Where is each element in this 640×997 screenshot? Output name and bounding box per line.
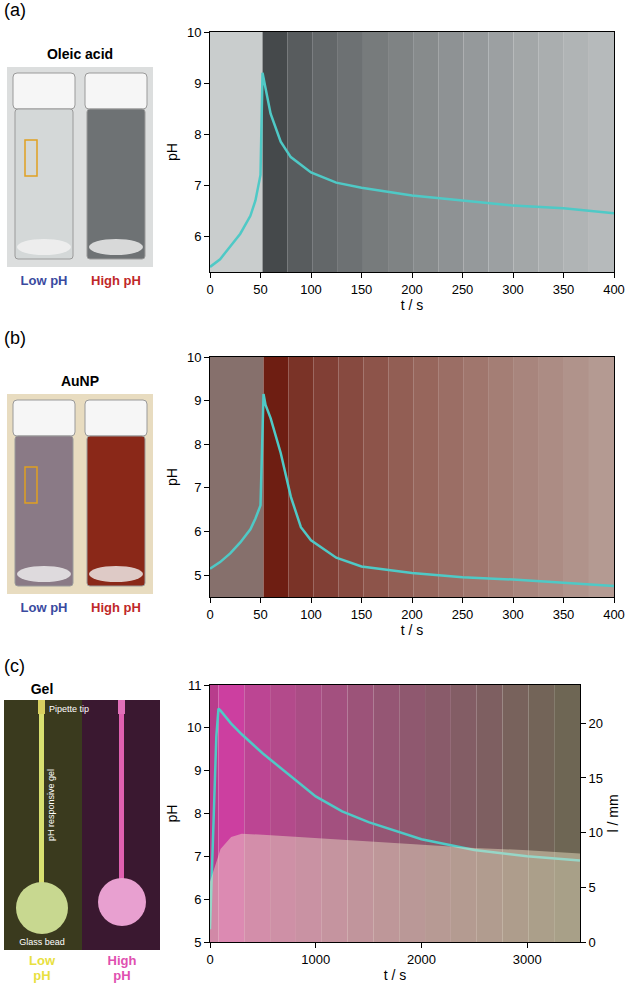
svg-text:t / s: t / s bbox=[401, 297, 424, 313]
svg-text:t / s: t / s bbox=[384, 967, 407, 983]
svg-text:5: 5 bbox=[589, 880, 596, 895]
svg-text:Low pH: Low pH bbox=[21, 600, 68, 615]
svg-text:High: High bbox=[108, 953, 137, 968]
svg-text:10: 10 bbox=[187, 720, 201, 735]
svg-text:7: 7 bbox=[194, 849, 201, 864]
svg-text:20: 20 bbox=[589, 716, 603, 731]
svg-text:pH: pH bbox=[113, 968, 130, 983]
svg-text:8: 8 bbox=[194, 806, 201, 821]
html-text:(b): (b) bbox=[4, 328, 26, 348]
svg-text:0: 0 bbox=[206, 282, 213, 297]
svg-text:Oleic acid: Oleic acid bbox=[47, 46, 113, 62]
svg-text:50: 50 bbox=[253, 282, 267, 297]
svg-text:150: 150 bbox=[351, 282, 373, 297]
svg-text:AuNP: AuNP bbox=[61, 373, 99, 389]
svg-text:400: 400 bbox=[603, 607, 625, 622]
svg-text:250: 250 bbox=[452, 607, 474, 622]
svg-text:200: 200 bbox=[401, 282, 423, 297]
svg-text:400: 400 bbox=[603, 282, 625, 297]
svg-text:pH: pH bbox=[164, 143, 180, 161]
svg-text:350: 350 bbox=[553, 607, 575, 622]
svg-text:6: 6 bbox=[194, 892, 201, 907]
svg-text:High pH: High pH bbox=[91, 600, 141, 615]
svg-text:9: 9 bbox=[194, 76, 201, 91]
svg-text:6: 6 bbox=[194, 229, 201, 244]
html-text:(a): (a) bbox=[4, 0, 26, 20]
svg-text:10: 10 bbox=[589, 825, 603, 840]
svg-text:10: 10 bbox=[187, 350, 201, 365]
svg-text:100: 100 bbox=[300, 282, 322, 297]
svg-text:8: 8 bbox=[194, 437, 201, 452]
svg-text:t / s: t / s bbox=[401, 622, 424, 638]
svg-text:High pH: High pH bbox=[91, 273, 141, 288]
svg-text:6: 6 bbox=[194, 524, 201, 539]
svg-text:11: 11 bbox=[188, 678, 202, 693]
svg-text:7: 7 bbox=[194, 480, 201, 495]
svg-text:pH: pH bbox=[164, 805, 180, 823]
svg-text:350: 350 bbox=[553, 282, 575, 297]
html-text:(c): (c) bbox=[4, 656, 25, 676]
svg-text:7: 7 bbox=[194, 178, 201, 193]
svg-text:pH responsive gel: pH responsive gel bbox=[46, 769, 56, 841]
svg-text:100: 100 bbox=[300, 607, 322, 622]
svg-text:Low pH: Low pH bbox=[21, 273, 68, 288]
svg-text:300: 300 bbox=[502, 282, 524, 297]
svg-text:250: 250 bbox=[452, 282, 474, 297]
svg-text:9: 9 bbox=[194, 763, 201, 778]
svg-text:150: 150 bbox=[351, 607, 373, 622]
svg-text:Glass bead: Glass bead bbox=[19, 937, 65, 947]
svg-text:8: 8 bbox=[194, 127, 201, 142]
svg-text:0: 0 bbox=[206, 607, 213, 622]
svg-text:pH: pH bbox=[33, 968, 50, 983]
svg-text:0: 0 bbox=[589, 935, 596, 950]
svg-text:300: 300 bbox=[502, 607, 524, 622]
svg-text:15: 15 bbox=[589, 771, 603, 786]
svg-text:200: 200 bbox=[401, 607, 423, 622]
svg-text:2000: 2000 bbox=[407, 952, 436, 967]
svg-text:pH: pH bbox=[164, 468, 180, 486]
svg-text:3000: 3000 bbox=[513, 952, 542, 967]
svg-text:5: 5 bbox=[194, 568, 201, 583]
svg-text:0: 0 bbox=[206, 952, 213, 967]
svg-text:1000: 1000 bbox=[301, 952, 330, 967]
svg-text:l / mm: l / mm bbox=[605, 794, 621, 832]
svg-text:50: 50 bbox=[253, 607, 267, 622]
svg-text:5: 5 bbox=[194, 935, 201, 950]
svg-text:Pipette tip: Pipette tip bbox=[49, 704, 89, 714]
svg-text:10: 10 bbox=[187, 25, 201, 40]
svg-text:Low: Low bbox=[29, 953, 56, 968]
svg-text:Gel: Gel bbox=[31, 681, 54, 697]
svg-text:9: 9 bbox=[194, 393, 201, 408]
